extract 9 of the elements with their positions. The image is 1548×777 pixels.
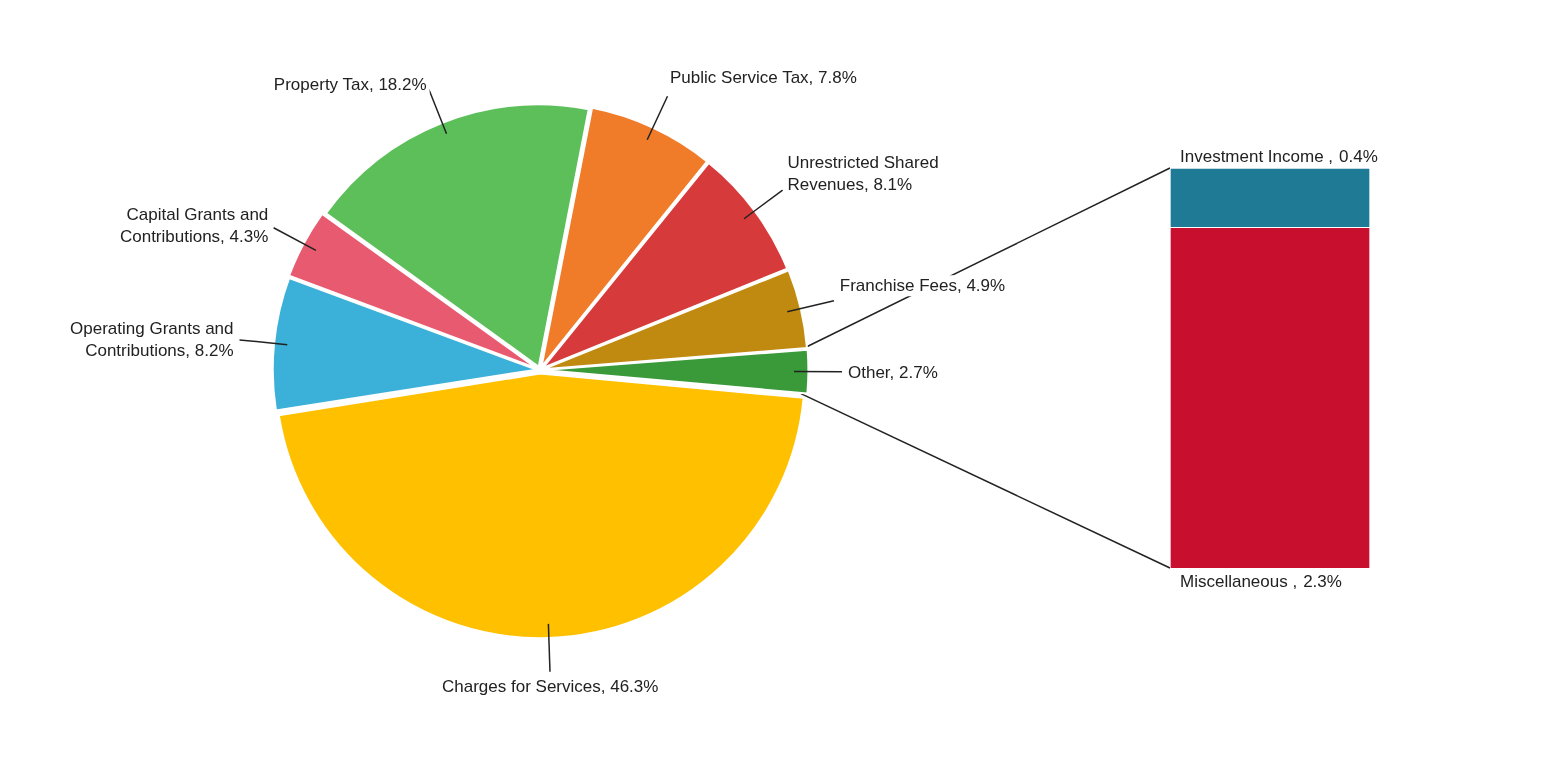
series-label: Investment Income , xyxy=(1180,147,1334,166)
series-label: Miscellaneous , xyxy=(1180,572,1298,591)
slice-label: Charges for Services, 46.3% xyxy=(441,676,659,696)
slice-label: Operating Grants and Contributions, 8.2% xyxy=(70,319,234,361)
data-label: 2.3% xyxy=(1303,572,1342,591)
data-label: 0.4% xyxy=(1339,147,1378,166)
slice-label: Public Service Tax, 7.8% xyxy=(670,67,857,87)
slice-label: Capital Grants and Contributions, 4.3% xyxy=(119,204,269,246)
slice-label: Property Tax, 18.2% xyxy=(273,74,427,94)
